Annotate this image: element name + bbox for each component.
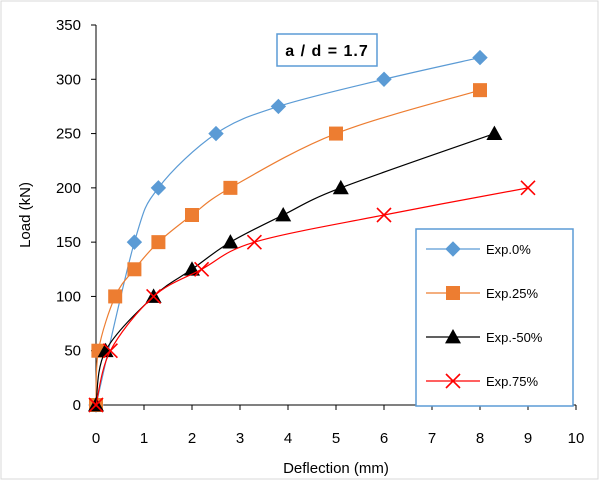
x-tick-label: 7 [428, 430, 436, 447]
y-tick-label: 350 [56, 17, 81, 34]
x-tick-label: 1 [140, 430, 148, 447]
data-point [472, 49, 488, 66]
annotation-text: a / d = 1.7 [285, 43, 368, 60]
data-point [275, 207, 292, 222]
data-point [246, 234, 262, 250]
y-tick-label: 250 [56, 126, 81, 143]
series-line [95, 187, 529, 406]
data-point [108, 289, 123, 304]
x-tick-label: 10 [568, 430, 585, 447]
x-axis-label: Deflection (mm) [283, 460, 389, 477]
legend-marker [445, 241, 461, 257]
x-marker-stroke [102, 343, 118, 359]
data-point [146, 288, 162, 304]
x-tick-label: 4 [284, 430, 292, 447]
x-marker-stroke [194, 261, 210, 277]
y-tick-label: 50 [64, 343, 81, 360]
data-point [185, 208, 199, 222]
legend-label: Exp.75% [486, 374, 538, 389]
x-marker-stroke [520, 180, 536, 196]
legend-label: Exp.-50% [486, 330, 543, 345]
data-point [223, 180, 238, 195]
data-point [150, 180, 167, 196]
legend-label: Exp.0% [486, 242, 531, 257]
x-marker-stroke [445, 373, 461, 389]
data-point [332, 179, 349, 195]
data-point [194, 261, 210, 277]
y-tick-label: 300 [56, 71, 81, 88]
x-tick-label: 8 [476, 430, 484, 447]
data-point [329, 126, 343, 141]
y-tick-label: 200 [56, 180, 81, 197]
y-axis-label: Load (kN) [17, 182, 34, 248]
legend: Exp.0% Exp.25% Exp.-50% Exp.75% [415, 228, 574, 407]
data-point [486, 125, 503, 140]
series-line [95, 133, 495, 406]
data-point [376, 71, 392, 87]
x-tick-label: 6 [380, 430, 388, 447]
x-tick-label: 0 [92, 430, 100, 447]
x-tick-label: 3 [236, 430, 244, 447]
legend-label: Exp.25% [486, 286, 538, 301]
data-point [520, 180, 536, 196]
x-marker-stroke [88, 397, 104, 413]
data-point [126, 234, 143, 250]
legend-marker [445, 329, 461, 344]
x-tick-label: 9 [524, 430, 532, 447]
data-point [270, 98, 287, 115]
data-point [376, 207, 392, 223]
legend-marker [445, 373, 461, 389]
x-tick-label: 5 [332, 430, 340, 447]
data-point [208, 125, 224, 142]
y-tick-label: 100 [56, 288, 81, 305]
y-tick-label: 0 [73, 397, 81, 414]
legend-marker [446, 286, 460, 300]
data-point [222, 234, 239, 249]
annotation-box: a / d = 1.7 [276, 33, 378, 67]
y-tick-label: 150 [56, 234, 81, 251]
x-marker-stroke [246, 234, 262, 250]
x-marker-stroke [146, 288, 162, 304]
x-tick-label: 2 [188, 430, 196, 447]
data-point [102, 343, 118, 359]
data-point [151, 235, 166, 250]
x-marker-stroke [376, 207, 392, 223]
data-point [473, 83, 487, 98]
data-point [127, 262, 142, 277]
data-point [88, 397, 104, 413]
